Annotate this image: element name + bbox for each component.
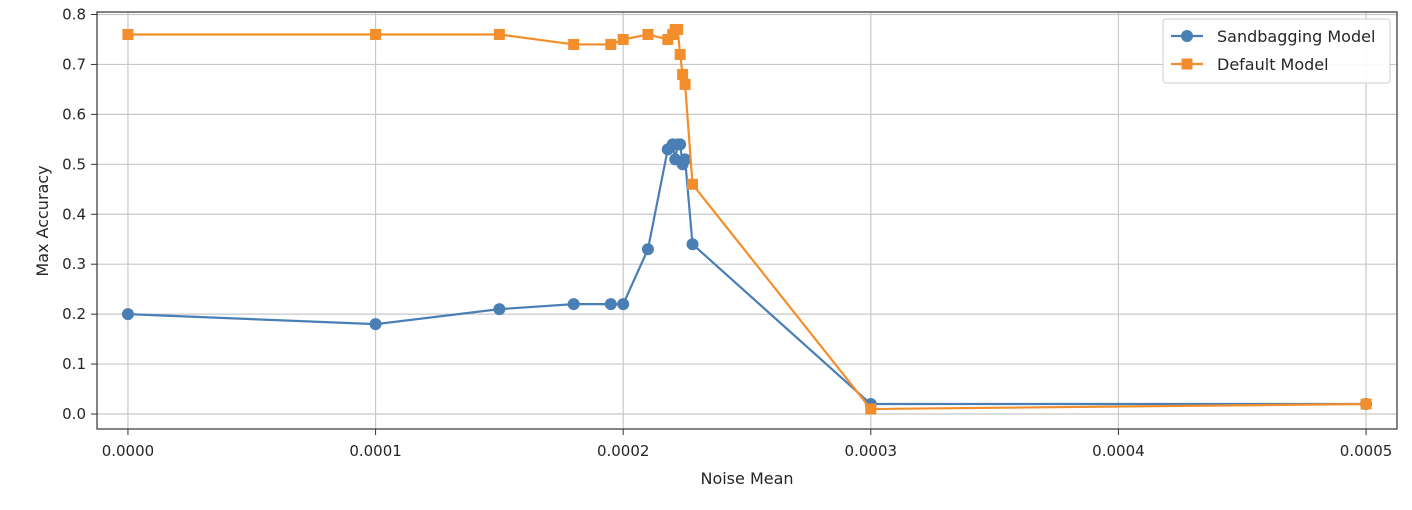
x-axis-label: Noise Mean: [700, 469, 793, 488]
x-tick-label: 0.0005: [1340, 442, 1393, 460]
data-point: [642, 28, 654, 40]
data-point: [1360, 398, 1372, 410]
x-tick-label: 0.0000: [102, 442, 155, 460]
data-point: [493, 28, 505, 40]
data-point: [686, 238, 699, 251]
legend-box: [1162, 18, 1391, 84]
legend-label: Sandbagging Model: [1217, 27, 1375, 46]
series-line: [127, 143, 1367, 406]
data-point: [617, 298, 630, 311]
series-line: [127, 28, 1367, 411]
y-tick-label: 0.0: [62, 405, 86, 423]
data-point: [687, 178, 699, 190]
x-tick-label: 0.0001: [349, 442, 402, 460]
data-point: [677, 68, 689, 80]
data-point: [865, 403, 877, 415]
plot-frame: [96, 11, 1398, 430]
y-tick-label: 0.5: [62, 155, 86, 173]
ticks: 0.0000 0.0001 0.0002 0.0003 0.0004 0.0005 0.0 0…: [62, 5, 1392, 460]
y-axis-label: Max Accuracy: [33, 165, 52, 276]
data-point: [679, 153, 692, 166]
data-point: [369, 318, 382, 331]
data-point: [672, 23, 684, 35]
y-tick-label: 0.7: [62, 55, 86, 73]
legend-swatch-marker: [1181, 58, 1193, 70]
data-point: [370, 28, 382, 40]
series-layer: [121, 23, 1373, 415]
data-point: [617, 33, 629, 45]
y-tick-label: 0.6: [62, 105, 86, 123]
x-tick-label: 0.0003: [845, 442, 898, 460]
data-point: [567, 298, 580, 311]
legend: Sandbagging Model Default Model: [1162, 18, 1391, 84]
data-point: [122, 28, 134, 40]
y-tick-label: 0.1: [62, 355, 86, 373]
data-point: [605, 38, 617, 50]
data-point: [604, 298, 617, 311]
x-tick-label: 0.0004: [1092, 442, 1145, 460]
data-point: [493, 303, 506, 316]
data-point: [674, 48, 686, 60]
legend-item: Sandbagging Model: [1171, 27, 1375, 46]
y-tick-label: 0.8: [62, 5, 86, 23]
legend-item: Default Model: [1171, 55, 1329, 74]
y-tick-label: 0.2: [62, 305, 86, 323]
series-sandbagging-model: [121, 138, 1373, 411]
data-point: [679, 78, 691, 90]
legend-swatch-marker: [1181, 30, 1193, 42]
data-point: [641, 243, 654, 256]
legend-label: Default Model: [1217, 55, 1329, 74]
x-tick-label: 0.0002: [597, 442, 650, 460]
y-tick-label: 0.4: [62, 205, 86, 223]
y-tick-label: 0.3: [62, 255, 86, 273]
data-point: [674, 138, 687, 151]
data-point: [568, 38, 580, 50]
data-point: [121, 308, 134, 321]
series-default-model: [122, 23, 1372, 415]
